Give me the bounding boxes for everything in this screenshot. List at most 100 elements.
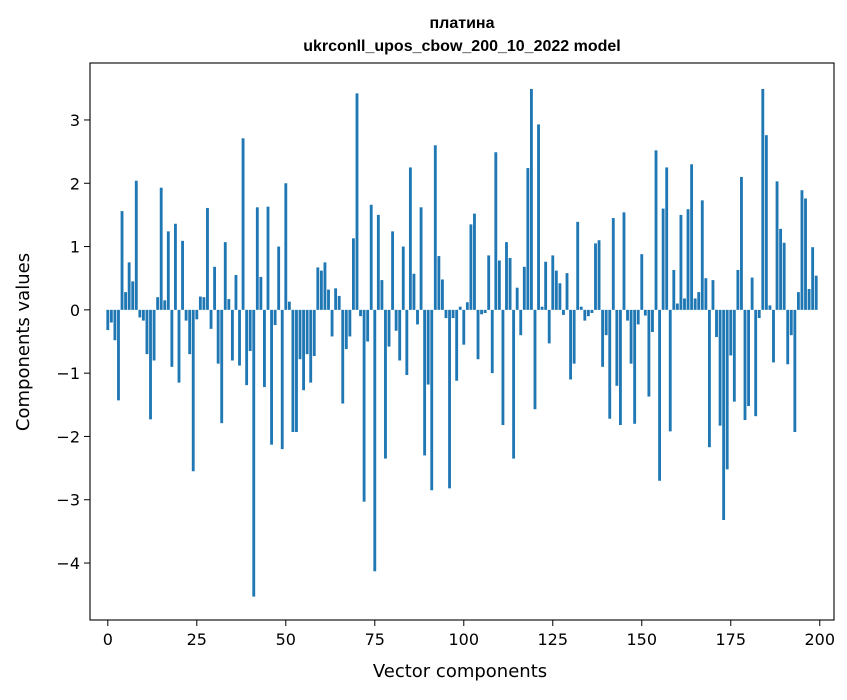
bar [362,309,366,502]
bar [707,309,711,448]
y-tick-label: −1 [56,364,80,383]
bar [725,309,729,470]
bar [505,242,508,310]
bar [295,309,298,433]
bar [455,309,459,381]
bar [384,309,387,459]
bar [469,224,473,310]
x-tick-label: 175 [715,630,746,649]
bar [149,309,152,420]
bar [398,309,402,361]
bar [152,309,156,361]
bar [426,309,430,385]
bar [394,309,398,331]
bar [191,309,195,472]
bar [266,206,270,310]
bar [615,309,619,386]
bar [601,309,605,367]
y-axis-ticks: −4 −3 −2 −1 0 1 2 3 [56,111,90,573]
bar [636,309,640,325]
bar [213,266,217,310]
bar [658,309,661,481]
bar [227,299,231,310]
bar [287,301,291,310]
bar [476,309,480,360]
bar [704,278,708,310]
bar [693,298,697,310]
bar [768,305,772,310]
bar [633,309,637,424]
bar [163,300,167,310]
bar [697,292,701,310]
x-tick-label: 75 [365,630,385,649]
bar [811,247,815,310]
bar [736,269,740,310]
bar [594,243,597,310]
bar [170,309,174,367]
bar [533,309,537,410]
bar [583,309,587,321]
bar [711,280,715,310]
bar [277,246,281,310]
bar [626,309,629,321]
bar [230,309,234,361]
bar [327,289,330,310]
bar [672,269,676,310]
bar [284,183,288,310]
bar [433,145,437,310]
bar [747,309,750,407]
bar [647,309,651,397]
bar [355,93,359,310]
bar [732,309,736,402]
bar [675,303,679,310]
bar [775,181,779,310]
bar [359,309,362,317]
chart-title-line2: ukrconll_upos_cbow_200_10_2022 model [303,38,620,55]
x-tick-label: 25 [187,630,207,649]
bar [622,212,626,310]
bar [391,231,395,310]
bar [344,309,348,350]
bar [483,309,487,314]
bar [202,297,206,310]
bar [757,309,761,319]
bar [722,309,726,520]
bar [305,309,309,355]
bar [216,309,220,364]
bar [750,277,754,310]
bar [141,309,145,321]
bar [430,309,434,491]
bar [590,309,594,314]
bar [597,240,601,310]
bar [565,273,569,310]
bar [302,309,306,391]
bar [134,180,138,310]
bar [341,309,345,404]
bar [131,281,135,310]
bar [665,167,669,310]
bar [198,296,202,310]
bar [480,309,484,315]
bar [512,309,516,459]
bar [255,207,259,310]
bar [127,262,131,310]
bar [223,242,227,310]
bar [540,306,544,310]
bar [416,309,419,325]
x-tick-label: 0 [103,630,113,649]
bar [401,246,405,310]
bar [462,309,466,345]
bar [209,309,213,329]
bar [408,167,412,310]
bar [373,309,377,572]
bar [248,309,252,351]
bar [138,309,142,318]
bar [444,309,448,319]
bar [184,309,188,321]
bar [497,260,501,310]
bar [764,135,768,310]
bar [195,309,199,320]
bar [220,309,224,424]
bar [661,208,665,310]
